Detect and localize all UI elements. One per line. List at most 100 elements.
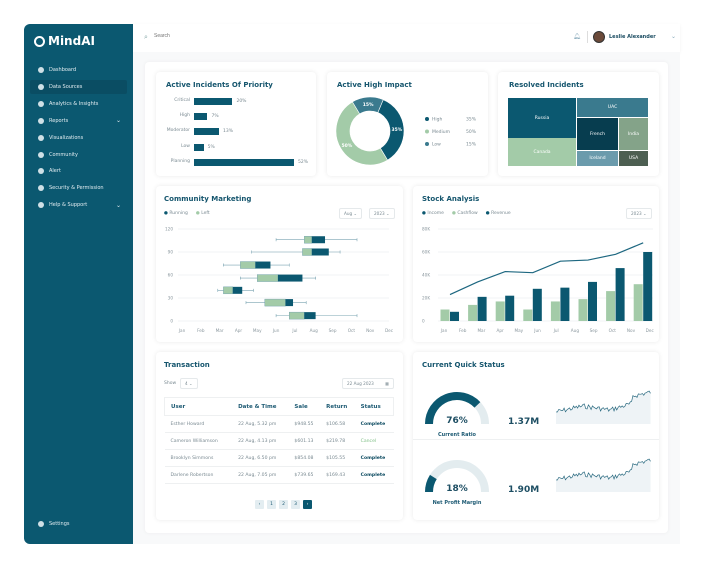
- sidebar-item-reports[interactable]: Reports ⌄: [30, 114, 127, 128]
- x-tick-label: Jan: [178, 328, 186, 333]
- bar-cashflow: [606, 291, 616, 321]
- table-row[interactable]: Brooklyn Simmons 22 Aug, 6.50 pm $854.08 $1…: [164, 449, 394, 467]
- legend-value: 50%: [466, 129, 477, 135]
- status-badge: Complete: [354, 415, 394, 433]
- sidebar-item-label: Security & Permission: [49, 185, 104, 192]
- gauge-fill: [425, 392, 481, 425]
- dot-icon: ●: [422, 211, 426, 216]
- card-title: Resolved Incidents: [509, 81, 584, 89]
- avatar[interactable]: [593, 31, 605, 43]
- select-value: 2023: [374, 211, 385, 216]
- sidebar-item-data-sources[interactable]: Data Sources: [30, 79, 127, 94]
- line-income: [449, 242, 644, 296]
- bar-value: 13%: [223, 129, 234, 135]
- table-cell: $854.08: [288, 449, 321, 467]
- show-label: Show: [164, 381, 177, 386]
- gear-icon: [38, 521, 44, 527]
- treemap-cell-french: French: [577, 118, 618, 150]
- table-cell: Brooklyn Simmons: [164, 449, 233, 467]
- table-cell: $601.13: [288, 432, 321, 450]
- column-header[interactable]: Return: [320, 397, 355, 416]
- sidebar-item-settings[interactable]: Settings: [30, 517, 127, 531]
- next-page-button[interactable]: ›: [303, 500, 312, 509]
- gauge-fill: [425, 474, 437, 493]
- sidebar-item-analytics-insights[interactable]: Analytics & Insights: [30, 97, 127, 111]
- x-tick-label: Dec: [385, 328, 394, 333]
- show-select[interactable]: 4 ⌄: [180, 378, 198, 389]
- priority-bar: [194, 128, 219, 136]
- dot-icon: ●: [451, 211, 456, 216]
- table-row[interactable]: Esther Howard 22 Aug, 5.32 pm $948.55 $106.…: [164, 415, 394, 433]
- year-select[interactable]: 2023 ⌄: [369, 208, 395, 219]
- sidebar-item-label: Alert: [49, 168, 61, 175]
- bar-value: 7%: [211, 114, 219, 120]
- box-plot-item: [217, 286, 254, 295]
- y-tick-label: 0: [422, 319, 425, 324]
- sparkline: [555, 390, 651, 413]
- prev-page-button[interactable]: ‹: [255, 500, 264, 509]
- sidebar-item-alert[interactable]: Alert: [30, 164, 127, 178]
- page-button[interactable]: 3: [291, 500, 300, 509]
- legend-left: ● Left: [196, 211, 210, 216]
- legend-value: 35%: [466, 117, 477, 123]
- logo[interactable]: MindAI: [34, 34, 95, 48]
- box-left: [264, 298, 286, 307]
- x-tick-label: Sep: [329, 328, 337, 333]
- community-card: Community Marketing ● Running ● Left Aug…: [156, 186, 403, 342]
- chevron-down-icon[interactable]: ⌄: [671, 33, 677, 40]
- alert-icon: [38, 168, 44, 175]
- bar-label: Low: [181, 143, 190, 149]
- column-header[interactable]: Date & Time: [232, 397, 289, 416]
- bar-cashflow: [550, 301, 560, 321]
- community-icon: [38, 151, 44, 158]
- page-button[interactable]: 2: [279, 500, 288, 509]
- column-header[interactable]: Status: [354, 397, 394, 416]
- box-running: [311, 236, 326, 244]
- user-lock-icon: [38, 185, 44, 192]
- priority-card: Active Incidents Of Priority Critical 20%…: [156, 72, 316, 176]
- divider: [413, 439, 659, 440]
- sidebar: MindAI Dashboard Data Sources Analytics & …: [24, 24, 133, 544]
- table-row[interactable]: Darlene Robertson 22 Aug, 7.05 pm $739.65 $…: [164, 466, 394, 484]
- table-cell: 22 Aug, 6.50 pm: [232, 449, 289, 467]
- table-cell: $106.58: [320, 415, 355, 433]
- month-select[interactable]: Aug ⌄: [339, 208, 363, 219]
- bar-cashflow: [468, 304, 478, 321]
- x-tick-label: Jan: [440, 328, 448, 333]
- date-picker[interactable]: 22 Aug 2023 ▦: [342, 378, 394, 389]
- bar-revenue: [643, 252, 653, 321]
- search-input[interactable]: [154, 33, 304, 39]
- sidebar-item-dashboard[interactable]: Dashboard: [30, 63, 127, 77]
- sidebar-item-visualizations[interactable]: Visualizations: [30, 131, 127, 145]
- sidebar-item-community[interactable]: Community: [30, 148, 127, 162]
- page-button[interactable]: 1: [267, 500, 276, 509]
- chevron-down-icon[interactable]: ⌄: [115, 201, 121, 209]
- bar-value: 5%: [207, 144, 215, 150]
- table-row[interactable]: Cameron Williamson 22 Aug, 4.13 pm $601.13…: [164, 432, 394, 450]
- x-tick-label: May: [514, 328, 523, 333]
- box-left: [257, 274, 279, 282]
- card-title: Transaction: [164, 361, 210, 369]
- sidebar-item-help-support[interactable]: Help & Support ⌄: [30, 198, 127, 212]
- x-tick-label: Oct: [609, 328, 617, 333]
- box-left: [223, 286, 234, 295]
- select-value: 2023: [631, 211, 642, 216]
- user-name[interactable]: Leslie Alexander: [609, 34, 656, 40]
- bell-icon[interactable]: 🔔︎: [573, 33, 581, 40]
- card-title: Active Incidents Of Priority: [166, 81, 273, 89]
- year-select[interactable]: 2023 ⌄: [626, 208, 652, 219]
- bar-label: Moderator: [166, 128, 190, 134]
- x-tick-label: Nov: [366, 328, 375, 333]
- chevron-down-icon[interactable]: ⌄: [115, 117, 121, 125]
- bar-revenue: [615, 268, 625, 321]
- column-header[interactable]: Sale: [288, 397, 321, 416]
- legend-revenue: ● Revenue: [486, 211, 511, 216]
- legend-label: High: [432, 117, 442, 123]
- sidebar-item-security-permission[interactable]: Security & Permission: [30, 181, 127, 195]
- select-value: Aug: [344, 211, 353, 216]
- help-icon: [38, 202, 44, 209]
- column-header[interactable]: User: [164, 397, 233, 416]
- bulb-icon: [38, 100, 44, 107]
- transaction-card: Transaction Show 4 ⌄ 22 Aug 2023 ▦ User Da…: [156, 352, 403, 520]
- box-plot-item: [275, 236, 358, 244]
